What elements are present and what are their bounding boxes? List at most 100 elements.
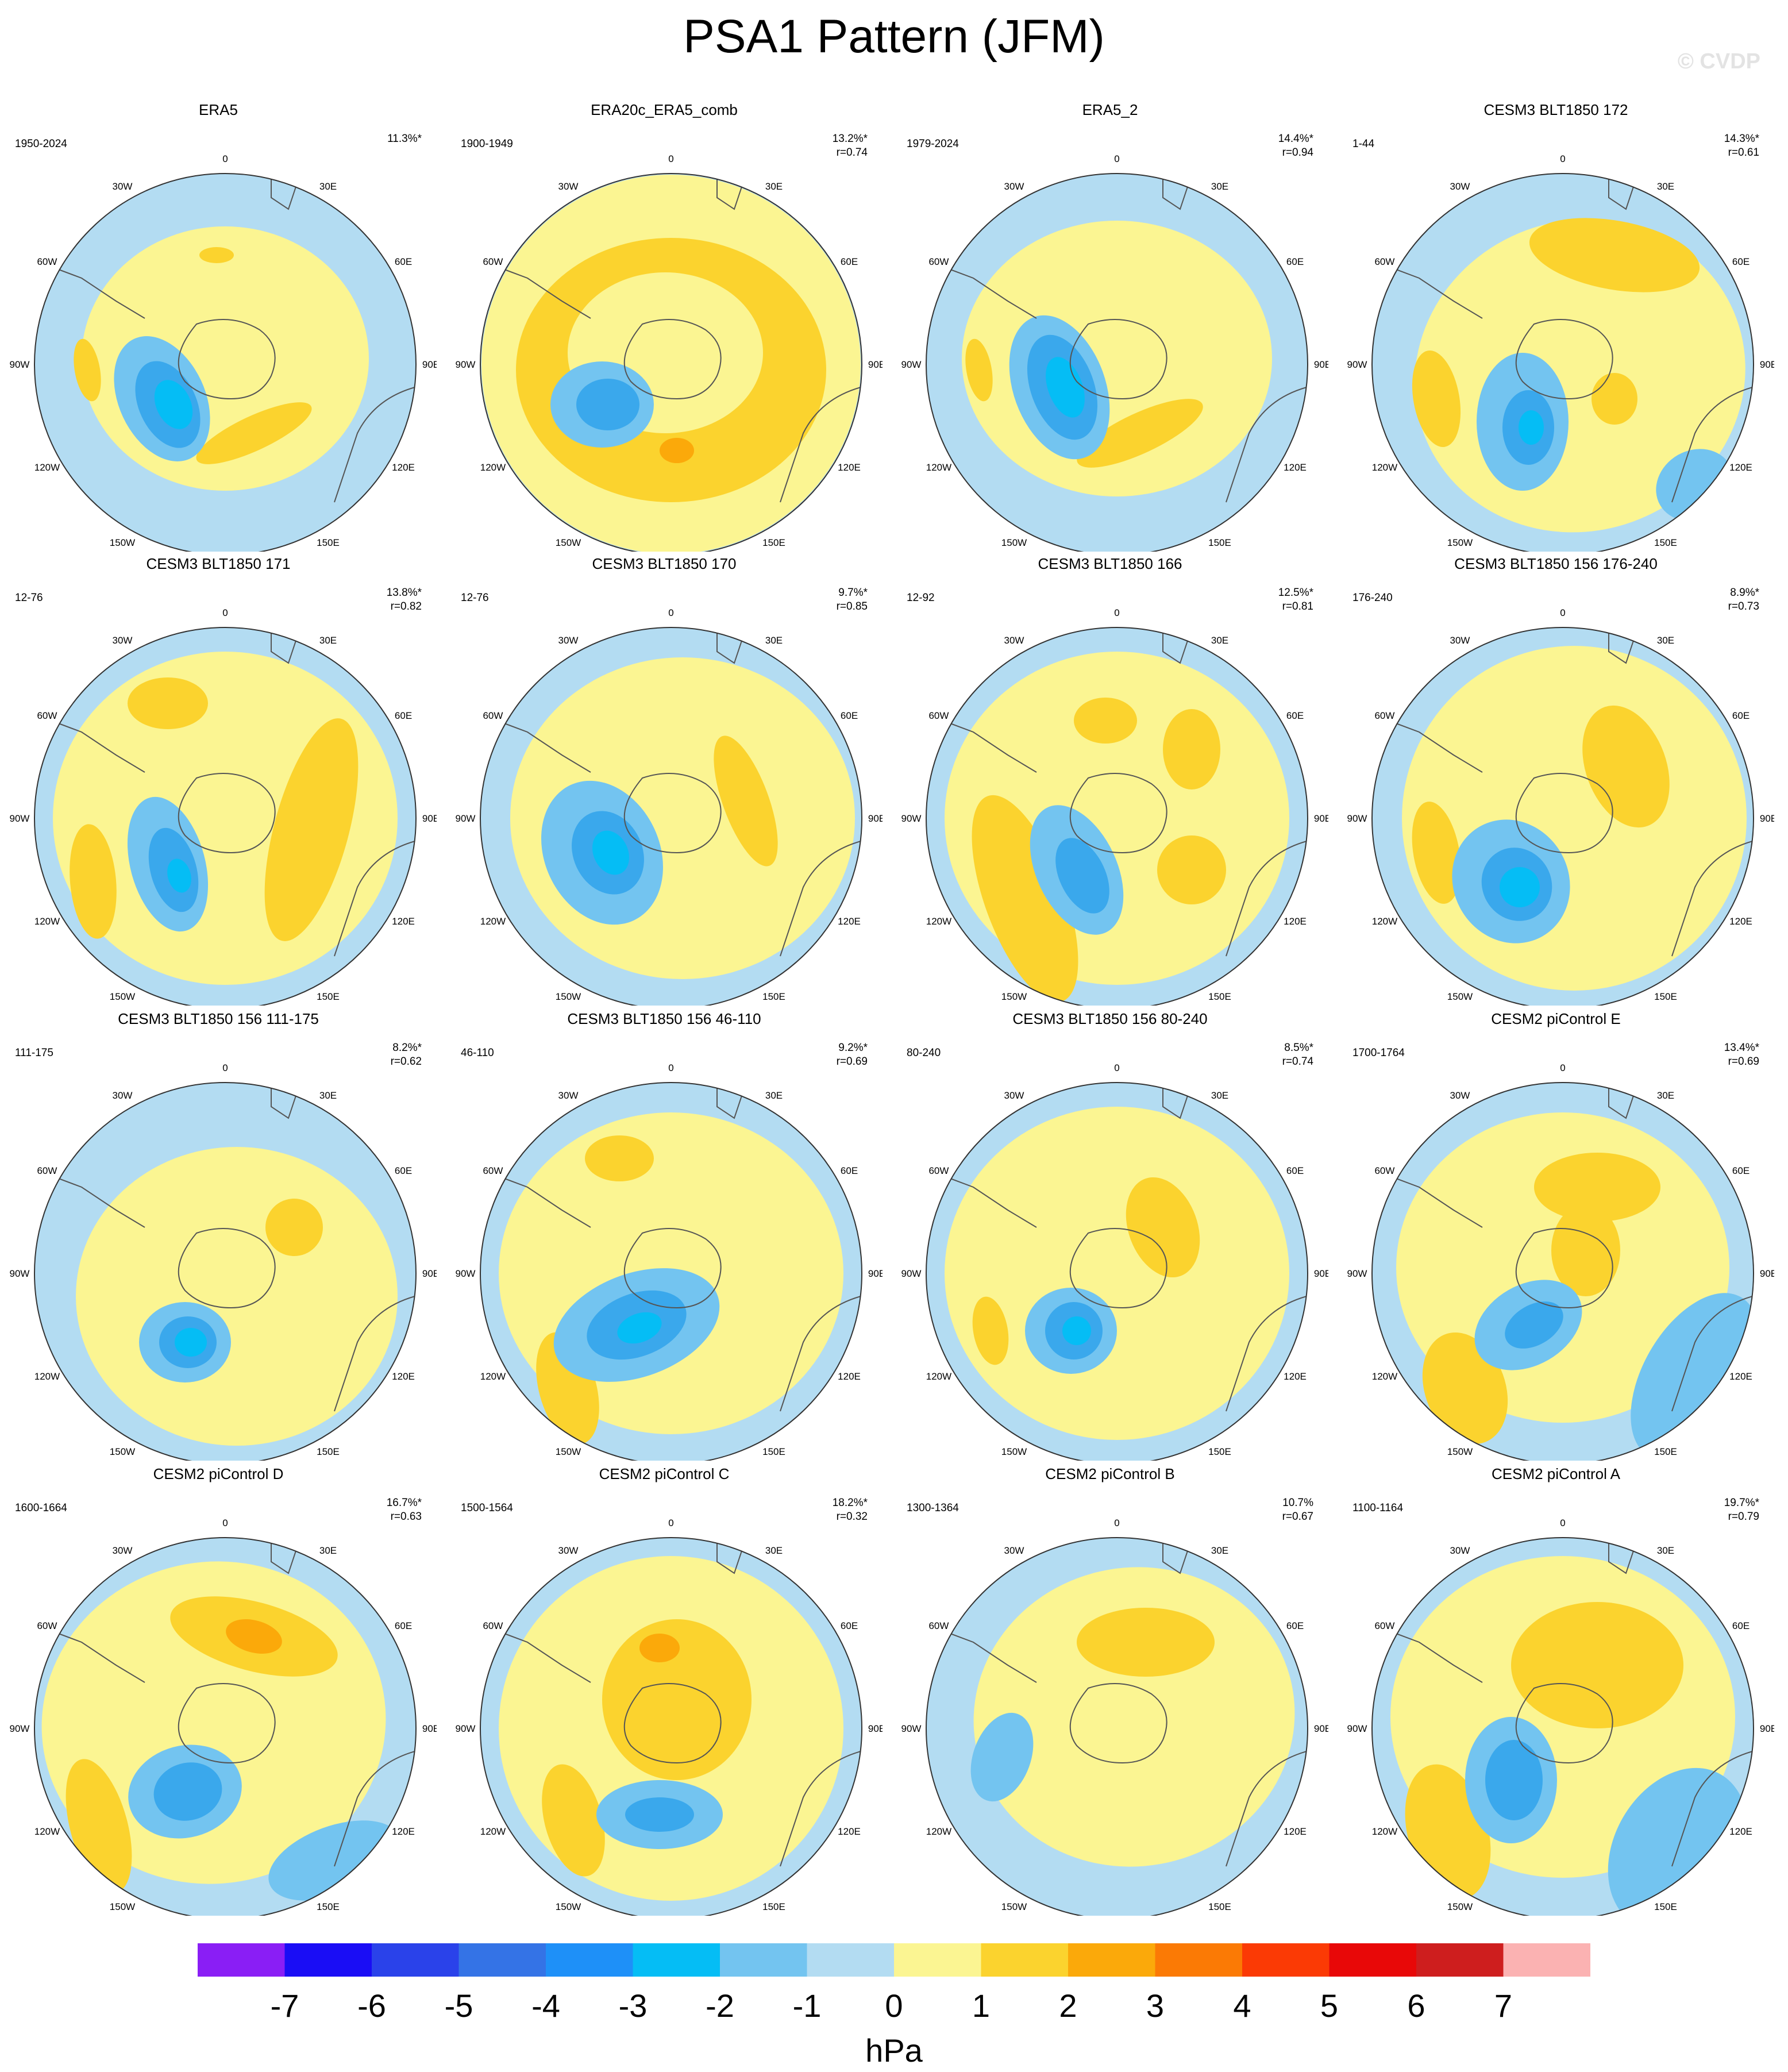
longitude-label: 150W <box>556 1446 581 1457</box>
variance-percent: 8.2%* <box>392 1042 422 1054</box>
colorbar-tick-label: -1 <box>793 1988 822 2024</box>
anomaly-field <box>35 1538 415 1901</box>
panel-title: CESM3 BLT1850 170 <box>592 555 737 572</box>
panel-period: 1950-2024 <box>15 138 67 150</box>
longitude-label: 0 <box>222 1062 228 1073</box>
map-panel: 030E60E90E120E150E180150W120W90W60W30WER… <box>446 98 883 552</box>
longitude-label: 60E <box>1732 710 1750 721</box>
longitude-label: 150E <box>1654 1901 1677 1912</box>
longitude-label: 90W <box>10 1723 30 1734</box>
panel-title: CESM2 piControl C <box>599 1465 730 1482</box>
longitude-label: 90E <box>868 1723 883 1734</box>
colorbar-tick-label: 1 <box>972 1988 990 2024</box>
panel-title: ERA5 <box>199 101 238 118</box>
longitude-label: 150W <box>556 991 581 1002</box>
longitude-label: 90E <box>1314 359 1328 370</box>
polar-map: 030E60E90E120E150E180150W120W90W60W30W <box>901 153 1328 552</box>
longitude-label: 60W <box>483 1165 503 1176</box>
variance-percent: 11.3%* <box>387 133 422 145</box>
longitude-label: 30W <box>558 1090 579 1101</box>
longitude-label: 0 <box>1114 153 1119 164</box>
australia-outline <box>1671 1296 1753 1412</box>
anomaly-field <box>927 1538 1307 1867</box>
colorbar-swatch <box>284 1943 372 1977</box>
colorbar-tick-label: -4 <box>531 1988 560 2024</box>
longitude-label: 60E <box>841 256 858 267</box>
antarctica-outline <box>623 773 722 854</box>
colorbar-tick-label: -5 <box>445 1988 473 2024</box>
colorbar-swatch <box>198 1943 285 1977</box>
variance-percent: 19.7%* <box>1724 1497 1759 1509</box>
longitude-label: 120E <box>1284 1826 1307 1837</box>
panel-stats: 9.7%* r=0.85 <box>837 586 868 614</box>
longitude-label: 30E <box>319 1545 337 1556</box>
africa-outline <box>1162 174 1192 210</box>
panel-stats: 16.7%* r=0.63 <box>387 1496 422 1524</box>
longitude-label: 60E <box>1286 710 1304 721</box>
africa-outline <box>716 174 746 210</box>
longitude-label: 0 <box>668 153 673 164</box>
longitude-label: 150W <box>1001 1901 1027 1912</box>
longitude-label: 120W <box>480 1826 506 1837</box>
longitude-label: 30E <box>319 635 337 646</box>
anomaly-field <box>927 628 1307 1003</box>
longitude-label: 30W <box>1450 635 1470 646</box>
panel-stats: 11.3%* <box>387 132 422 146</box>
colorbar-swatch <box>807 1943 895 1977</box>
longitude-label: 90E <box>1314 1723 1328 1734</box>
panel-period: 46-110 <box>461 1047 494 1059</box>
colorbar-swatch <box>981 1943 1069 1977</box>
longitude-label: 60E <box>841 1620 858 1631</box>
longitude-label: 60W <box>483 256 503 267</box>
panel-title: CESM3 BLT1850 156 46-110 <box>567 1010 761 1027</box>
map-border <box>34 627 417 1006</box>
australia-outline <box>780 1751 861 1867</box>
africa-outline <box>716 628 746 664</box>
longitude-label: 90E <box>1760 1723 1774 1734</box>
longitude-label: 90E <box>1760 813 1774 824</box>
longitude-label: 0 <box>222 607 228 618</box>
colorbar-tick-label: 6 <box>1407 1988 1425 2024</box>
map-panel: 030E60E90E120E150E180150W120W90W60W30WCE… <box>0 1007 437 1461</box>
longitude-label: 150W <box>556 537 581 548</box>
longitude-label: 120E <box>1284 462 1307 473</box>
africa-outline <box>271 174 300 210</box>
longitude-label: 120E <box>1729 1826 1752 1837</box>
map-border <box>926 627 1308 1006</box>
longitude-label: 60W <box>928 710 949 721</box>
australia-outline <box>1226 1296 1307 1412</box>
panel-period: 12-76 <box>15 592 43 604</box>
longitude-label: 0 <box>1560 1062 1565 1073</box>
australia-outline <box>780 387 861 503</box>
longitude-label: 30E <box>765 1545 783 1556</box>
panel-period: 1-44 <box>1352 138 1375 150</box>
australia-outline <box>780 841 861 957</box>
colorbar-tick-label: -2 <box>706 1988 734 2024</box>
longitude-label: 150E <box>1208 537 1231 548</box>
longitude-label: 90W <box>10 359 30 370</box>
longitude-label: 0 <box>1560 607 1565 618</box>
colorbar-swatch <box>1155 1943 1243 1977</box>
longitude-label: 90W <box>901 1723 922 1734</box>
longitude-label: 30E <box>765 1090 783 1101</box>
longitude-label: 150W <box>1001 537 1027 548</box>
panel-stats: 14.4%* r=0.94 <box>1278 132 1313 160</box>
longitude-label: 150E <box>1208 1446 1231 1457</box>
panel-period: 176-240 <box>1352 592 1393 604</box>
longitude-label: 30W <box>113 1545 133 1556</box>
colorbar-tick-label: 3 <box>1146 1988 1164 2024</box>
longitude-label: 120W <box>1372 1826 1397 1837</box>
map-border <box>34 1537 417 1916</box>
longitude-label: 120E <box>1284 916 1307 927</box>
pattern-correlation: r=0.81 <box>1282 600 1313 613</box>
colorbar: -7 -6 -5 -4 -3 -2 -1 0 1 2 3 4 5 6 7 <box>198 1943 1590 2024</box>
longitude-label: 90E <box>422 1268 437 1279</box>
longitude-label: 30E <box>765 181 783 192</box>
longitude-label: 30W <box>113 1090 133 1101</box>
anomaly-field <box>35 174 415 503</box>
polar-map: 030E60E90E120E150E180150W120W90W60W30W <box>456 1518 883 1916</box>
colorbar-swatch <box>1242 1943 1330 1977</box>
longitude-label: 120E <box>838 1826 861 1837</box>
polar-map: 030E60E90E120E150E180150W120W90W60W30W <box>10 1518 437 1916</box>
longitude-label: 120W <box>1372 916 1397 927</box>
